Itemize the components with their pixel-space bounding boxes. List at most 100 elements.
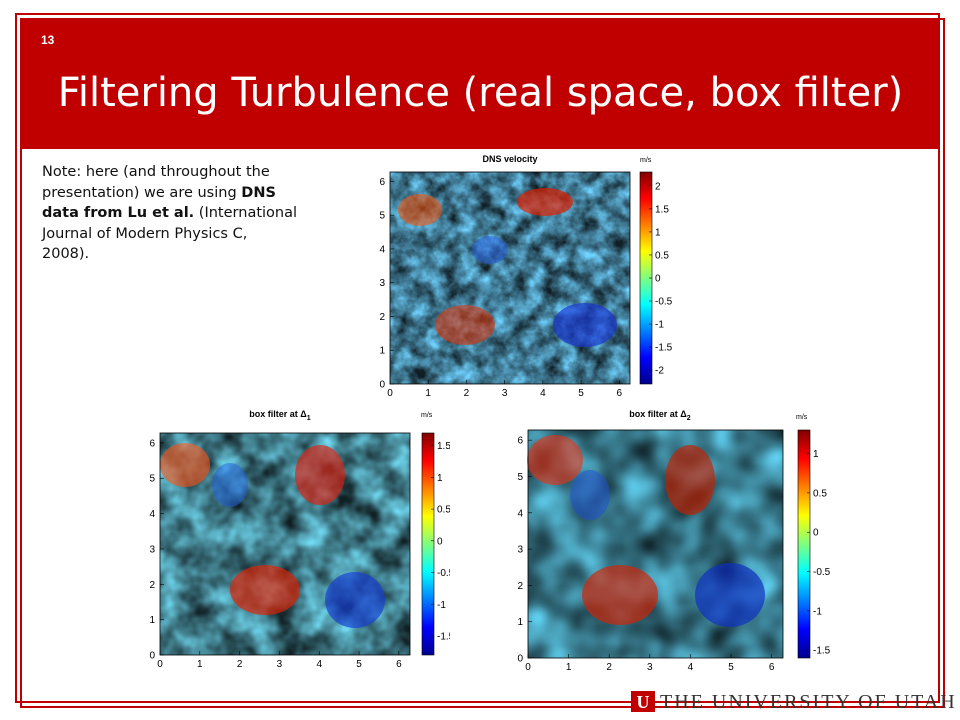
- x-tick-label: 3: [502, 388, 508, 399]
- heatmap-field: [390, 172, 630, 384]
- x-tick-label: 4: [540, 388, 546, 399]
- x-tick-label: 3: [647, 662, 653, 670]
- x-tick-label: 0: [525, 662, 531, 670]
- y-tick-label: 6: [379, 177, 385, 188]
- colorbar-tick-label: 1: [437, 473, 443, 484]
- y-tick-label: 6: [517, 436, 523, 447]
- y-tick-label: 4: [149, 509, 155, 520]
- y-tick-label: 1: [149, 615, 155, 626]
- note-text: Note: here (and throughout the presentat…: [42, 162, 297, 265]
- chart-title: box filter at Δ1: [249, 409, 310, 422]
- axes: 0 1 2 3 4 5 6 0 1 2 3 4 5 6: [379, 177, 622, 399]
- colorbar-tick-label: -1.5: [655, 343, 673, 354]
- colorbar-tick-label: -1.5: [813, 646, 831, 657]
- y-tick-label: 2: [379, 312, 385, 323]
- colorbar-tick-label: -1: [437, 600, 446, 611]
- chart-dns-velocity: DNS velocity 0 1 2 3 4 5 6 0 1 2 3 4 5 6 m/s 2 1.5 1 0.5…: [360, 150, 680, 400]
- x-tick-label: 3: [277, 659, 283, 670]
- y-tick-label: 0: [517, 654, 523, 665]
- x-tick-label: 1: [425, 388, 431, 399]
- y-tick-label: 3: [149, 544, 155, 555]
- x-tick-label: 5: [728, 662, 734, 670]
- slide-title: Filtering Turbulence (real space, box fi…: [57, 70, 904, 116]
- colorbar-tick-label: 1: [813, 449, 819, 460]
- x-tick-label: 1: [197, 659, 203, 670]
- slide-frame-outer: [15, 13, 940, 703]
- note-part1: Note: here (and throughout the presentat…: [42, 164, 270, 201]
- colorbar-tick-label: 0: [813, 528, 819, 539]
- axes: 0 1 2 3 4 5 6 0 1 2 3 4 5 6: [517, 436, 774, 670]
- note-part2: (International Journal of Modern Physics…: [42, 205, 298, 262]
- x-tick-label: 2: [237, 659, 243, 670]
- y-tick-label: 0: [149, 651, 155, 662]
- x-tick-label: 0: [157, 659, 163, 670]
- axes: 0 1 2 3 4 5 6 0 1 2 3 4 5 6: [149, 438, 402, 670]
- colorbar: [797, 429, 811, 659]
- colorbar-tick-label: 0.5: [655, 250, 669, 261]
- colorbar: [421, 432, 435, 656]
- colorbar-tick-label: 2: [655, 181, 661, 192]
- chart-title-sub: 1: [307, 415, 311, 422]
- chart-dns-velocity-svg: DNS velocity 0 1 2 3 4 5 6 0 1 2 3 4 5 6 m/s 2 1.5 1 0.5…: [379, 154, 673, 399]
- colorbar-unit: m/s: [640, 157, 652, 164]
- x-tick-label: 5: [578, 388, 584, 399]
- y-tick-label: 4: [517, 508, 523, 519]
- colorbar-tick-label: -0.5: [437, 568, 450, 579]
- university-logo-icon: U: [631, 691, 655, 712]
- colorbar-tick-label: -0.5: [813, 567, 831, 578]
- colorbar-tick-label: 1.5: [437, 441, 450, 452]
- colorbar-ticks: 1 0.5 0 -0.5 -1 -1.5: [807, 449, 831, 657]
- chart-box-filter-delta2: box filter at Δ2 0 1 2 3 4 5 6 0 1 2 3 4 5 6 m/s 1 0.5…: [500, 405, 840, 670]
- colorbar-tick-label: 0.5: [437, 505, 450, 516]
- y-tick-label: 4: [379, 244, 385, 255]
- x-tick-label: 2: [464, 388, 470, 399]
- slide-header: 13 Filtering Turbulence (real space, box…: [21, 19, 940, 149]
- heatmap-field: [160, 433, 410, 655]
- logo-letter: U: [637, 692, 650, 712]
- colorbar-tick-label: 1.5: [655, 204, 669, 215]
- colorbar-tick-label: 0: [655, 274, 661, 285]
- heatmap-field: [527, 430, 783, 658]
- colorbar-tick-label: 0.5: [813, 488, 827, 499]
- colorbar-tick-label: 1: [655, 227, 661, 238]
- colorbar-tick-label: -2: [655, 366, 664, 377]
- colorbar-ticks: 2 1.5 1 0.5 0 -0.5 -1 -1.5 -2: [649, 181, 673, 377]
- x-tick-label: 4: [316, 659, 322, 670]
- x-tick-label: 6: [617, 388, 623, 399]
- chart-title-main: box filter at Δ: [629, 409, 687, 419]
- x-tick-label: 6: [396, 659, 402, 670]
- chart-title: box filter at Δ2: [629, 409, 690, 422]
- y-tick-label: 2: [517, 581, 523, 592]
- colorbar-tick-label: -1: [813, 606, 822, 617]
- chart-title-main: box filter at Δ: [249, 409, 307, 419]
- note-bold: DNS data from Lu et al.: [42, 184, 276, 222]
- y-tick-label: 5: [379, 211, 385, 222]
- chart-box-filter-delta2-svg: box filter at Δ2 0 1 2 3 4 5 6 0 1 2 3 4 5 6 m/s 1 0.5…: [517, 409, 831, 670]
- colorbar-tick-label: -0.5: [655, 297, 673, 308]
- colorbar-unit: m/s: [796, 414, 808, 421]
- colorbar-tick-label: -1.5: [437, 631, 450, 642]
- x-tick-label: 4: [688, 662, 694, 670]
- y-tick-label: 3: [379, 278, 385, 289]
- university-wordmark: THE UNIVERSITY OF UTAH: [660, 691, 957, 713]
- y-tick-label: 2: [149, 580, 155, 591]
- x-tick-label: 1: [566, 662, 572, 670]
- colorbar-tick-label: -1: [655, 320, 664, 331]
- y-tick-label: 3: [517, 545, 523, 556]
- colorbar-ticks: 1.5 1 0.5 0 -0.5 -1 -1.5: [431, 441, 450, 642]
- colorbar-unit: m/s: [421, 412, 433, 419]
- slide-number: 13: [41, 33, 55, 47]
- university-footer: U THE UNIVERSITY OF UTAH: [630, 689, 955, 715]
- y-tick-label: 1: [379, 346, 385, 357]
- x-tick-label: 0: [387, 388, 393, 399]
- y-tick-label: 6: [149, 438, 155, 449]
- chart-title: DNS velocity: [482, 154, 537, 164]
- x-tick-label: 2: [606, 662, 612, 670]
- y-tick-label: 0: [379, 380, 385, 391]
- colorbar-tick-label: 0: [437, 536, 443, 547]
- x-tick-label: 6: [769, 662, 775, 670]
- y-tick-label: 5: [517, 472, 523, 483]
- y-tick-label: 5: [149, 474, 155, 485]
